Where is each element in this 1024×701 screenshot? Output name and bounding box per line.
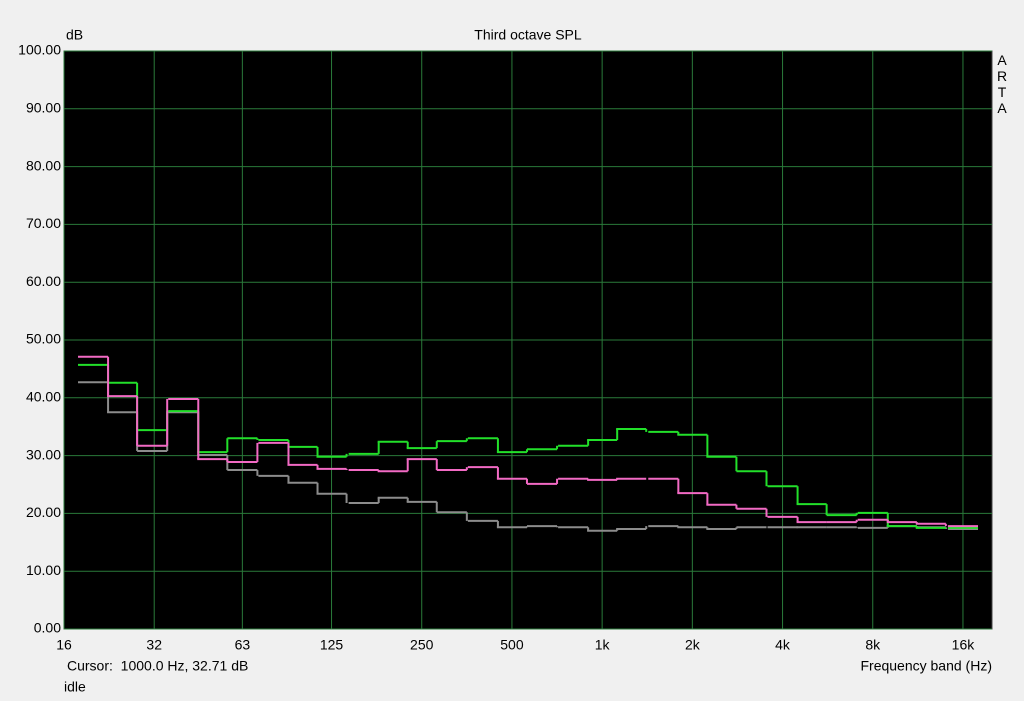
x-tick-label: 125 <box>320 637 344 653</box>
series <box>78 355 978 528</box>
y-tick-label: 30.00 <box>26 446 61 462</box>
watermark: ARTA <box>994 52 1010 116</box>
y-tick-label: 70.00 <box>26 215 61 231</box>
x-tick-label: 500 <box>500 637 524 653</box>
series-group <box>78 355 978 532</box>
x-tick-label: 32 <box>146 637 162 653</box>
x-tick-label: 8k <box>865 637 881 653</box>
y-tick-label: 90.00 <box>26 100 61 116</box>
y-tick-label: 20.00 <box>26 504 61 520</box>
chart-title: Third octave SPL <box>474 27 582 43</box>
y-tick-label: 60.00 <box>26 273 61 289</box>
y-tick-label: 50.00 <box>26 331 61 347</box>
y-axis-label: dB <box>66 27 83 43</box>
x-tick-label: 250 <box>410 637 434 653</box>
cursor-readout: Cursor: 1000.0 Hz, 32.71 dB <box>67 658 248 674</box>
y-tick-label: 0.00 <box>34 620 61 636</box>
y-tick-label: 80.00 <box>26 157 61 173</box>
y-tick-label: 100.00 <box>18 42 61 58</box>
x-tick-label: 16 <box>56 637 72 653</box>
x-tick-label: 2k <box>685 637 701 653</box>
y-tick-label: 40.00 <box>26 389 61 405</box>
x-tick-label: 1k <box>595 637 611 653</box>
x-tick-label: 4k <box>775 637 791 653</box>
x-tick-label: 16k <box>952 637 976 653</box>
x-axis-label: Frequency band (Hz) <box>860 658 992 674</box>
y-tick-label: 10.00 <box>26 562 61 578</box>
x-tick-label: 63 <box>235 637 251 653</box>
status-text: idle <box>64 679 86 695</box>
grid <box>63 50 992 630</box>
